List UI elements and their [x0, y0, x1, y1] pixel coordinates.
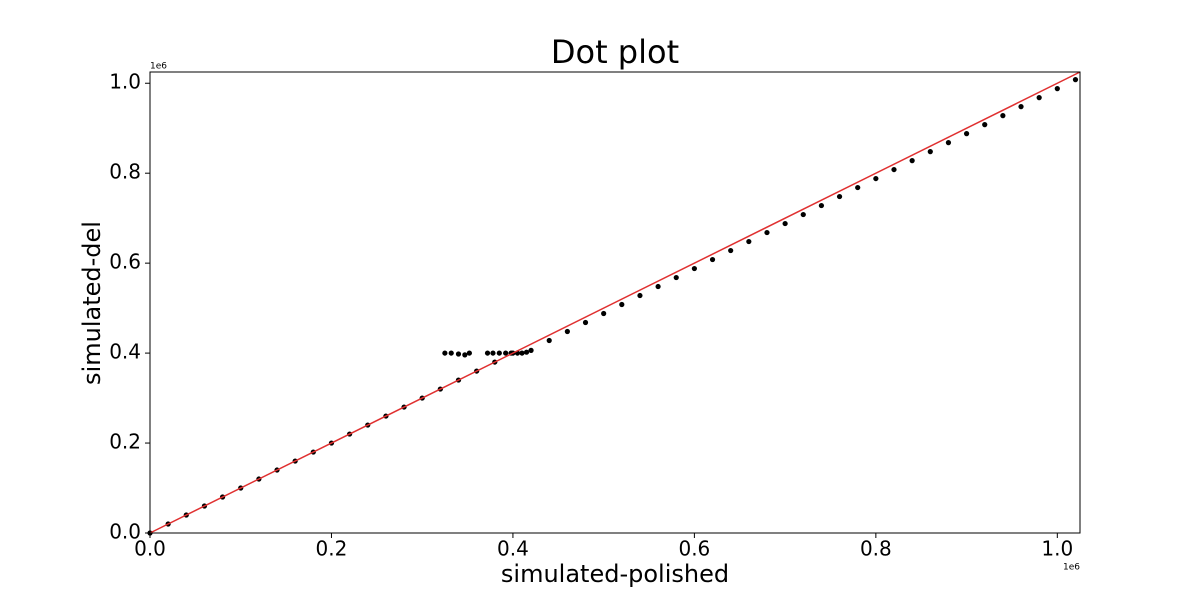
dot [673, 274, 679, 281]
dot [982, 122, 988, 128]
y-tick-label: 0.8 [109, 160, 141, 184]
dot [564, 328, 570, 335]
y-tick-label: 0.0 [109, 520, 141, 544]
dot [963, 131, 970, 137]
y-tick-label: 0.4 [109, 340, 141, 364]
reference-line [149, 71, 1081, 534]
dot [601, 310, 607, 317]
x-tick-label: 1.0 [1041, 537, 1073, 561]
dot [442, 350, 448, 356]
dot [891, 166, 897, 173]
dot [818, 202, 825, 209]
dot [1000, 113, 1006, 119]
y-axis-label: simulated-del [78, 221, 106, 385]
dot [496, 350, 502, 356]
dot [873, 175, 879, 182]
dot [462, 352, 468, 358]
dot [490, 350, 496, 356]
dot [855, 184, 861, 191]
dot [1018, 104, 1024, 110]
dot [619, 301, 625, 308]
y-tick-label: 0.2 [109, 430, 141, 454]
dot [528, 347, 534, 353]
x-tick-label: 0.0 [134, 537, 166, 561]
dot [455, 351, 462, 357]
y-offset-label: 1e6 [150, 62, 167, 72]
dot [764, 229, 770, 236]
x-tick-label: 0.8 [860, 537, 892, 561]
chart-title: Dot plot [551, 33, 679, 71]
dot [909, 158, 915, 164]
y-tick-label: 1.0 [109, 70, 141, 94]
dot [800, 211, 806, 218]
dot [836, 193, 843, 200]
x-tick-label: 0.2 [316, 537, 348, 561]
dot [484, 350, 491, 356]
dot [523, 349, 530, 355]
x-tick-label: 0.4 [497, 537, 529, 561]
x-axis-label: simulated-polished [501, 560, 729, 588]
dot [945, 140, 952, 146]
x-offset-label: 1e6 [1063, 563, 1080, 573]
dot [746, 238, 752, 245]
dot [728, 247, 734, 254]
dot [519, 350, 525, 356]
dot [927, 149, 933, 155]
dot [709, 256, 716, 263]
dot [691, 265, 697, 272]
dot [546, 337, 552, 344]
dot [582, 319, 589, 326]
dot [466, 350, 472, 356]
plot-frame [149, 71, 1081, 534]
dot [1054, 86, 1060, 92]
dot [637, 292, 643, 299]
y-tick-label: 0.6 [109, 250, 141, 274]
dot [448, 350, 454, 356]
dot [1036, 95, 1042, 101]
x-tick-label: 0.6 [678, 537, 710, 561]
dot [1072, 77, 1079, 83]
dot [503, 350, 509, 356]
dot [655, 283, 661, 290]
dot [782, 220, 788, 227]
